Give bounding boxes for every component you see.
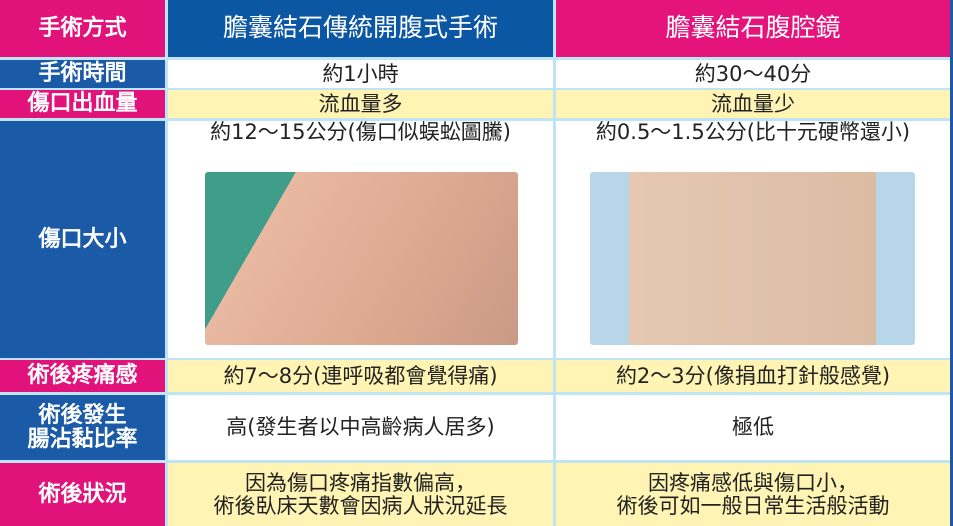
cell-text: 術後臥床天數會因病人狀況延長 [213, 493, 508, 518]
cell-text: 流血量多 [318, 91, 403, 116]
cell-text: 腸沾黏比率 [27, 426, 138, 452]
cell: 約0.5～1.5公分(比十元硬幣還小) [556, 121, 950, 358]
row-label: 手術時間 [0, 60, 165, 88]
photo [205, 172, 518, 345]
cell-text: 因為傷口疼痛指數偏高， [245, 471, 476, 496]
cell-text: 約7～8分(連呼吸都會覺得痛) [223, 363, 498, 388]
cell-text: 極低 [732, 415, 774, 440]
cell: 因疼痛感低與傷口小， 術後可如一般日常生活般活動 [556, 463, 950, 526]
cell-text: 術後可如一般日常生活般活動 [616, 493, 890, 518]
cell-text: 傷口大小 [38, 226, 127, 252]
cell-text: 流血量少 [711, 91, 795, 116]
cell-text: 因疼痛感低與傷口小， [648, 471, 858, 496]
cell-text: 術後疼痛感 [27, 363, 138, 389]
cell: 極低 [556, 395, 950, 460]
row-label: 術後疼痛感 [0, 360, 165, 392]
header-cell: 膽囊結石腹腔鏡 [556, 0, 950, 57]
header-cell: 手術方式 [0, 0, 165, 57]
cell: 流血量多 [168, 90, 553, 118]
cell-text: 約30～40分 [694, 61, 812, 86]
cell-text: 術後狀況 [38, 481, 127, 507]
cell: 因為傷口疼痛指數偏高， 術後臥床天數會因病人狀況延長 [168, 463, 553, 526]
row-label: 傷口出血量 [0, 90, 165, 118]
cell-text: 高(發生者以中高齡病人居多) [226, 415, 495, 440]
cell-text: 約0.5～1.5公分(比十元硬幣還小) [595, 120, 911, 144]
cell-text: 術後發生 [38, 403, 127, 429]
cell-text: 傷口出血量 [27, 91, 138, 117]
row-label: 術後狀況 [0, 463, 165, 526]
cell-text: 約12～15公分(傷口似蜈蚣圖騰) [210, 120, 511, 144]
photo [590, 172, 915, 345]
cell-text: 約1小時 [322, 61, 399, 86]
cell: 約30～40分 [556, 60, 950, 88]
row-label: 術後發生 腸沾黏比率 [0, 395, 165, 460]
cell: 約7～8分(連呼吸都會覺得痛) [168, 360, 553, 392]
cell: 約1小時 [168, 60, 553, 88]
row-label: 傷口大小 [0, 121, 165, 358]
cell-text: 手術時間 [38, 61, 127, 87]
cell-text: 約2～3分(像捐血打針般感覺) [615, 363, 891, 388]
edge [950, 0, 953, 526]
cell: 流血量少 [556, 90, 950, 118]
header-cell: 膽囊結石傳統開腹式手術 [168, 0, 553, 57]
cell: 約12～15公分(傷口似蜈蚣圖騰) [168, 121, 553, 358]
cell: 高(發生者以中高齡病人居多) [168, 395, 553, 460]
cell: 約2～3分(像捐血打針般感覺) [556, 360, 950, 392]
